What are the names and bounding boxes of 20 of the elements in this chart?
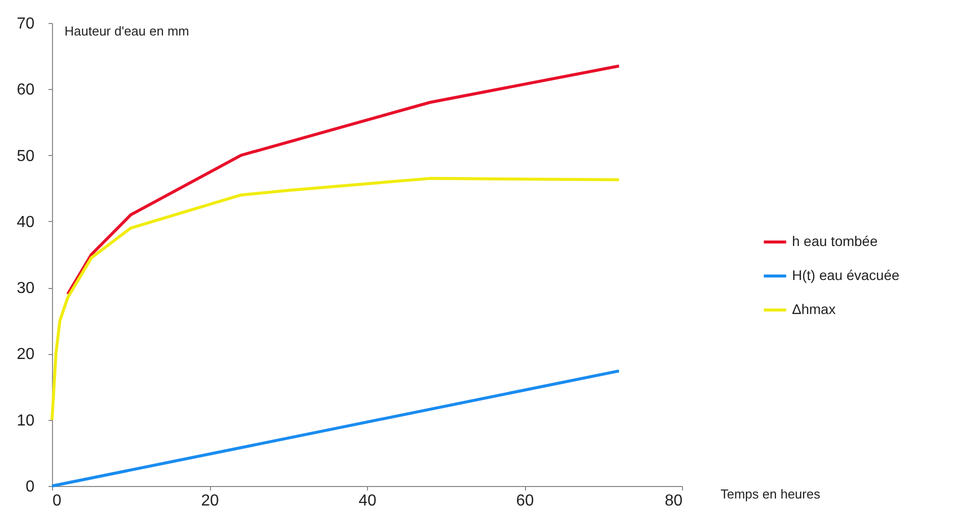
y-tick-label: 70 xyxy=(16,16,35,32)
legend-label: Δhmax xyxy=(792,301,836,317)
x-axis-title: Temps en heures xyxy=(720,486,821,502)
y-tick-label: 50 xyxy=(16,148,35,165)
x-tick-label: 40 xyxy=(358,492,376,510)
y-tick-label: 40 xyxy=(16,214,35,231)
x-tick-label: 20 xyxy=(201,492,219,510)
x-tick-label: 0 xyxy=(52,492,62,510)
y-tick-label: 0 xyxy=(26,478,35,496)
x-tick-label: 80 xyxy=(664,492,683,510)
legend-label: H(t) eau évacuée xyxy=(792,267,900,283)
y-tick-label: 20 xyxy=(16,346,35,364)
y-tick-label: 60 xyxy=(16,82,35,99)
y-tick-label: 10 xyxy=(16,412,35,430)
y-axis-title: Hauteur d'eau en mm xyxy=(64,24,190,38)
line-series xyxy=(66,64,620,296)
y-tick-label: 30 xyxy=(16,280,35,298)
legend-label: h eau tombée xyxy=(792,233,878,249)
line-series xyxy=(50,176,620,422)
x-tick-label: 60 xyxy=(516,492,534,510)
